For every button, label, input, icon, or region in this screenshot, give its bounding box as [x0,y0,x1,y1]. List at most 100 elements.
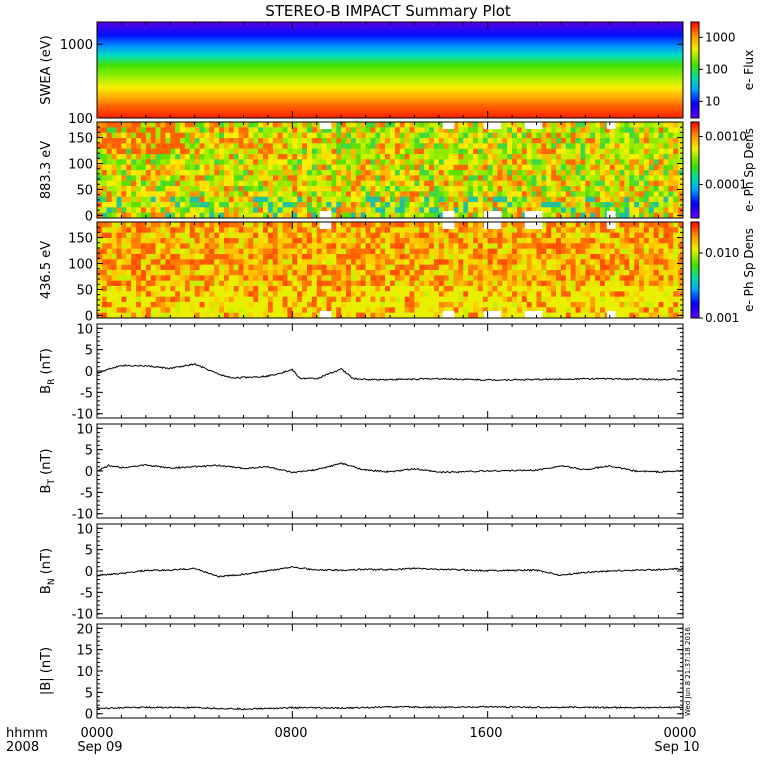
heatmap-cell [175,254,180,260]
heatmap-cell [424,149,429,155]
heatmap-cell [644,222,649,228]
heatmap-cell [204,243,209,249]
heatmap-cell [209,207,214,213]
heatmap-cell [112,227,117,233]
heatmap-cell [136,165,141,171]
heatmap-cell [576,265,581,271]
heatmap-cell [102,175,107,181]
heatmap-cell [400,254,405,260]
heatmap-cell [493,181,498,187]
heatmap-cell [239,127,244,133]
heatmap-cell [361,275,366,281]
heatmap-cell [561,170,566,176]
heatmap-cell [673,286,678,292]
heatmap-cell [400,127,405,133]
heatmap-cell [185,291,190,297]
heatmap-cell [502,254,507,260]
heatmap-cell [390,143,395,149]
heatmap-cell [204,270,209,276]
heatmap-cell [141,265,146,271]
heatmap-cell [595,227,600,233]
heatmap-cell [488,254,493,260]
heatmap-cell [600,291,605,297]
y-tick-label: 5 [85,686,93,701]
heatmap-cell [136,222,141,228]
heatmap-cell [107,265,112,271]
heatmap-cell [209,275,214,281]
heatmap-cell [546,243,551,249]
heatmap-cell [151,307,156,313]
heatmap-cell [273,302,278,308]
heatmap-cell [546,238,551,244]
heatmap-cell [307,281,312,287]
heatmap-cell [126,307,131,313]
heatmap-cell [239,191,244,197]
heatmap-cell [229,249,234,255]
heatmap-cell [214,181,219,187]
heatmap-cell [102,186,107,192]
heatmap-cell [151,297,156,303]
heatmap-cell [410,281,415,287]
heatmap-cell [209,154,214,160]
heatmap-cell [424,159,429,165]
heatmap-cell [356,281,361,287]
colorbar-tick-label: 10 [705,94,720,108]
heatmap-cell [493,143,498,149]
heatmap-cell [229,227,234,233]
heatmap-cell [356,302,361,308]
colorbar-tick-label: 1000 [705,30,736,44]
heatmap-cell [580,281,585,287]
heatmap-cell [473,254,478,260]
heatmap-cell [458,191,463,197]
heatmap-cell [639,254,644,260]
heatmap-cell [341,254,346,260]
heatmap-cell [292,233,297,239]
heatmap-cell [595,259,600,265]
heatmap-cell [234,175,239,181]
heatmap-cell [405,197,410,203]
heatmap-cell [654,149,659,155]
heatmap-cell [209,286,214,292]
heatmap-cell [322,233,327,239]
heatmap-cell [434,265,439,271]
heatmap-cell [317,238,322,244]
heatmap-cell [234,207,239,213]
heatmap-cell [175,259,180,265]
heatmap-cell [395,243,400,249]
heatmap-cell [287,270,292,276]
heatmap-cell [585,286,590,292]
heatmap-cell [600,254,605,260]
heatmap-cell [322,297,327,303]
heatmap-cell [175,275,180,281]
heatmap-cell [297,154,302,160]
heatmap-cell [180,159,185,165]
heatmap-cell [580,259,585,265]
heatmap-cell [624,154,629,160]
heatmap-cell [229,275,234,281]
heatmap-cell [253,159,258,165]
heatmap-cell [429,127,434,133]
heatmap-cell [468,227,473,233]
heatmap-cell [624,138,629,144]
y-tick-label: 100 [68,112,93,127]
heatmap-cell [644,165,649,171]
heatmap-cell [654,243,659,249]
heatmap-cell [576,249,581,255]
heatmap-cell [322,243,327,249]
heatmap-cell [649,222,654,228]
heatmap-cell [556,165,561,171]
heatmap-cell [307,243,312,249]
heatmap-cell [605,159,610,165]
heatmap-cell [566,170,571,176]
heatmap-cell [566,122,571,128]
heatmap-cell [253,233,258,239]
heatmap-cell [424,307,429,313]
heatmap-cell [444,186,449,192]
heatmap-cell [239,181,244,187]
heatmap-cell [165,191,170,197]
heatmap-cell [400,281,405,287]
heatmap-cell [478,238,483,244]
heatmap-cell [312,249,317,255]
heatmap-cell [341,170,346,176]
heatmap-cell [307,270,312,276]
